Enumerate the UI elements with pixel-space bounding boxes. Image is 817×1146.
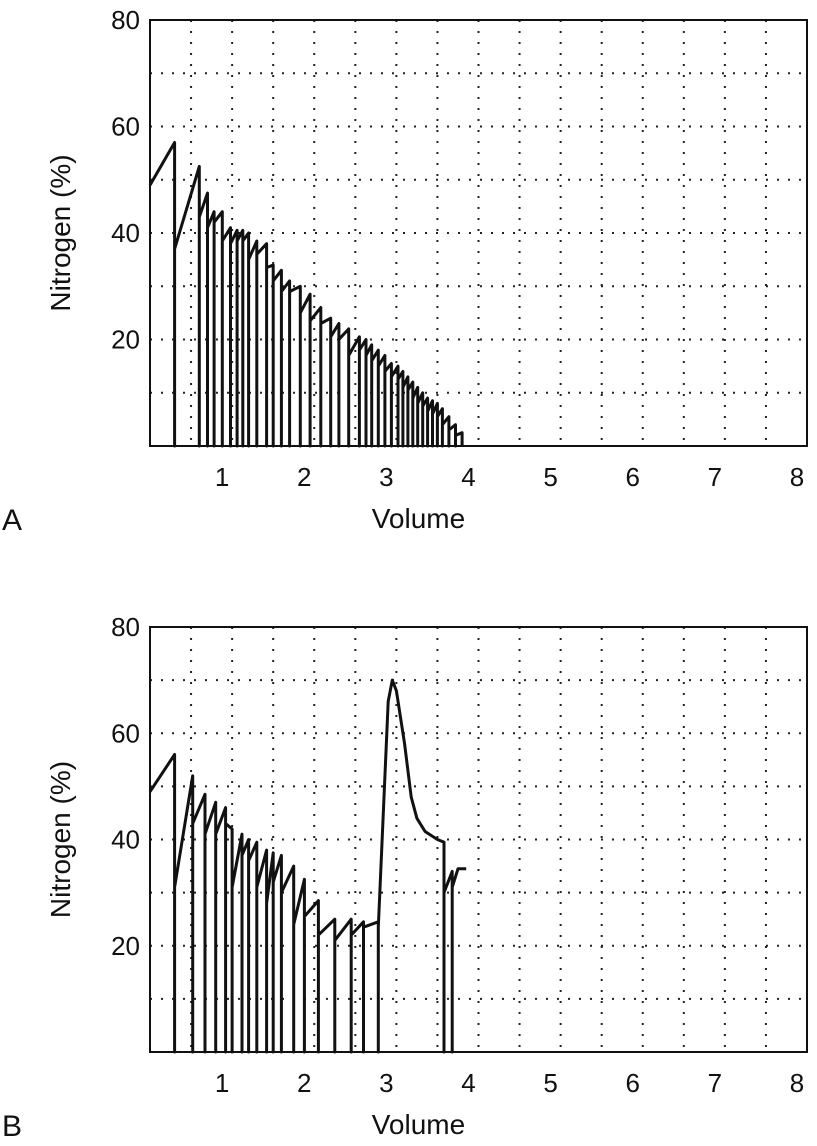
panel-b-x-axis-title: Volume [372, 1109, 465, 1140]
panel-a-x-tick-label: 3 [379, 462, 393, 492]
panel-b-x-tick-label: 2 [297, 1068, 311, 1098]
panel-b-y-tick-label: 60 [111, 718, 140, 748]
panel-a-x-tick-label: 4 [461, 462, 475, 492]
panel-b-x-tick-label: 8 [790, 1068, 804, 1098]
panel-b-y-tick-label: 20 [111, 931, 140, 961]
panel-b-x-tick-label: 1 [215, 1068, 229, 1098]
panel-a-letter: A [2, 504, 22, 537]
panel-a-y-axis-title: Nitrogen (%) [45, 154, 76, 311]
panel-a-y-tick-label: 20 [111, 325, 140, 355]
panel-b-nitrogen-series [148, 678, 467, 1054]
panel-a-x-tick-label: 7 [708, 462, 722, 492]
panel-b-x-tick-label: 3 [379, 1068, 393, 1098]
panel-b-x-tick-label: 7 [708, 1068, 722, 1098]
panel-b-y-tick-labels: 20 40 60 80 [111, 612, 140, 961]
panel-a-x-tick-label: 6 [626, 462, 640, 492]
panel-a-x-tick-label: 8 [790, 462, 804, 492]
panel-b-letter: B [2, 1110, 22, 1143]
panel-a-y-tick-label: 80 [111, 5, 140, 35]
panel-a-nitrogen-series [148, 141, 464, 448]
panel-b-y-axis-title: Nitrogen (%) [45, 761, 76, 918]
panel-b-x-tick-labels: 1 2 3 4 5 6 7 8 [215, 1068, 804, 1098]
panel-b-y-tick-label: 40 [111, 825, 140, 855]
panel-a-plot-frame [149, 19, 808, 447]
panel-b-x-tick-label: 6 [626, 1068, 640, 1098]
panel-a-x-tick-label: 1 [215, 462, 229, 492]
panel-b: 1 2 3 4 5 6 7 8 20 40 60 80 Volume Nitrogen (%) B [2, 612, 808, 1143]
panel-b-x-tick-label: 5 [543, 1068, 557, 1098]
panel-a-y-tick-label: 60 [111, 112, 140, 142]
panel-a-x-tick-labels: 1 2 3 4 5 6 7 8 [215, 462, 804, 492]
panel-a-y-tick-labels: 20 40 60 80 [111, 5, 140, 355]
panel-a-x-axis-title: Volume [372, 503, 465, 534]
panel-a-y-tick-label: 40 [111, 218, 140, 248]
panel-a-x-tick-label: 2 [297, 462, 311, 492]
panel-b-plot-frame [149, 626, 808, 1053]
panel-b-y-tick-label: 80 [111, 612, 140, 642]
panel-a-x-tick-label: 5 [543, 462, 557, 492]
panel-b-x-tick-label: 4 [461, 1068, 475, 1098]
panel-a: 1 2 3 4 5 6 7 8 20 40 60 80 Volume Nitrogen (%) A [2, 5, 808, 537]
